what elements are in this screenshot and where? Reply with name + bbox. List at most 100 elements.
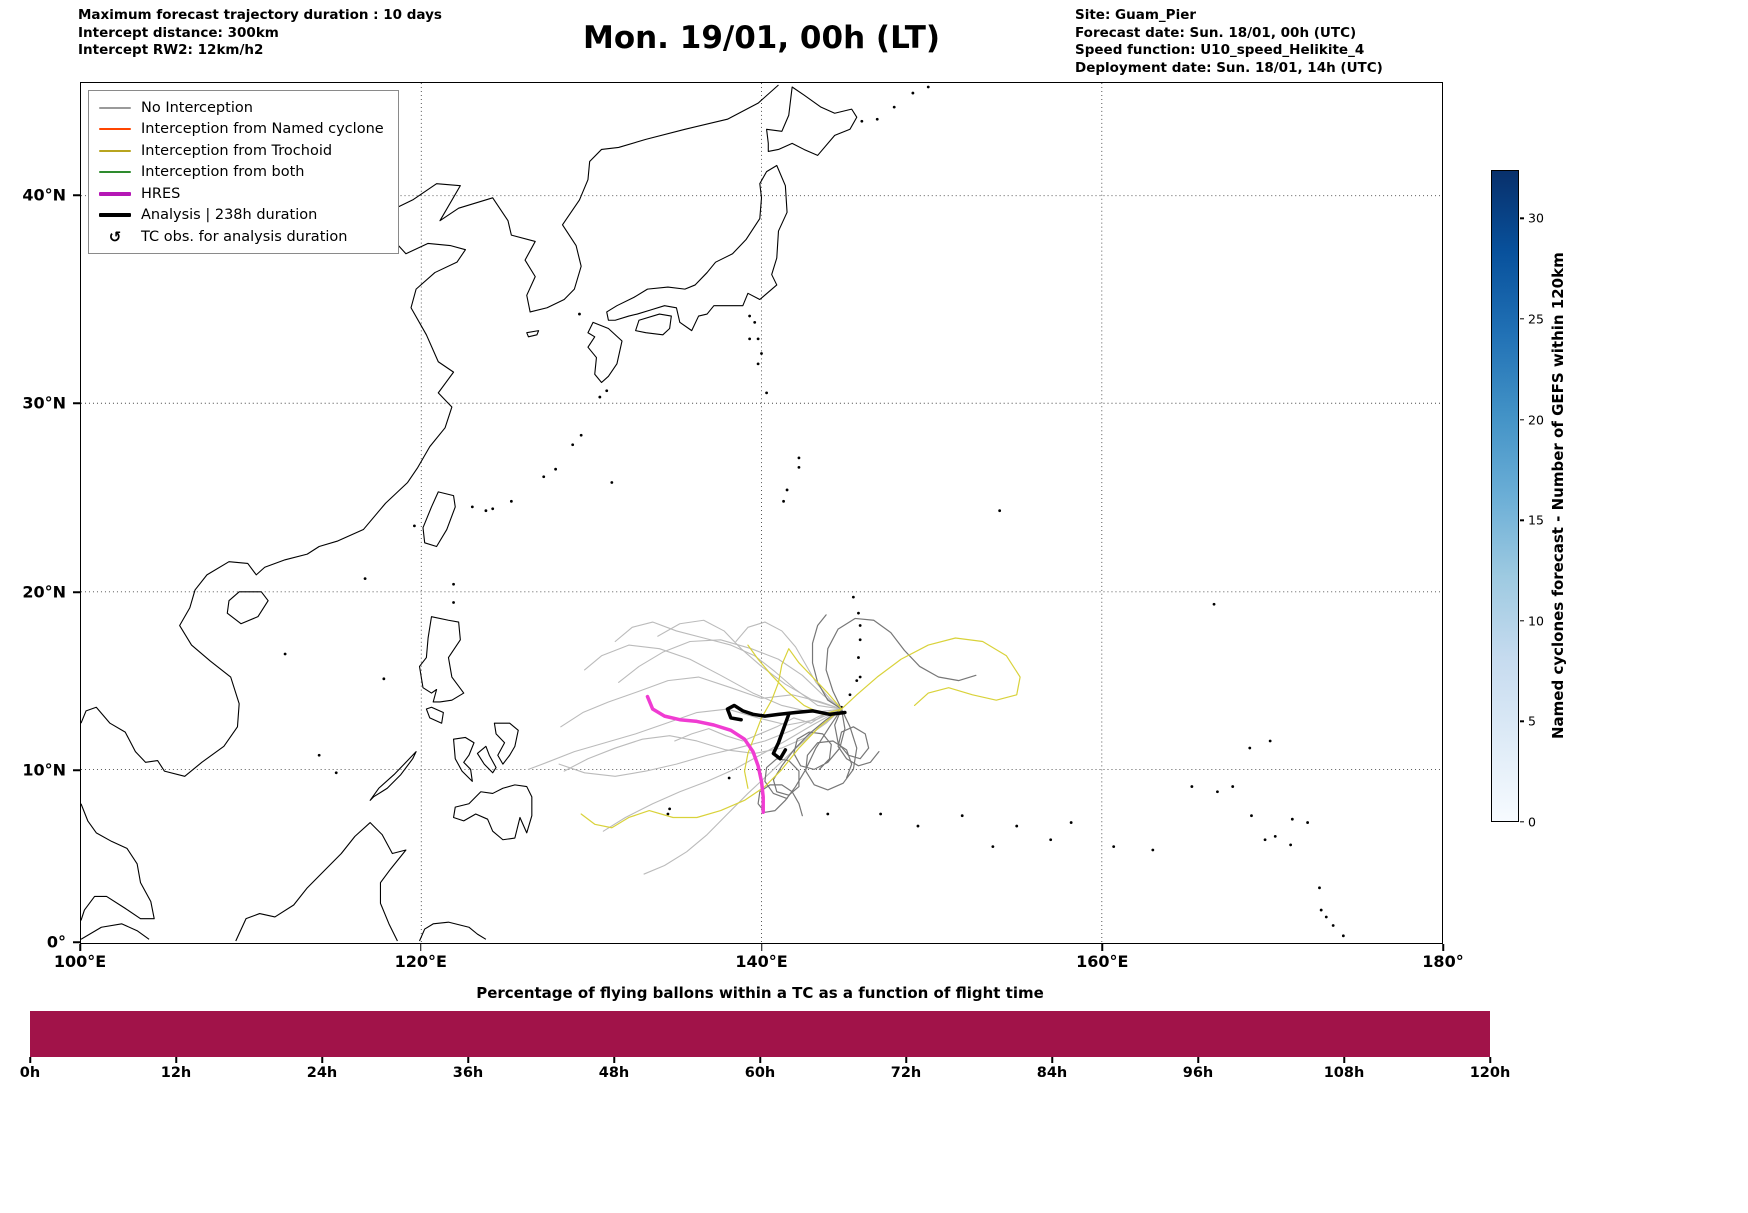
flight-time-bar <box>30 1011 1490 1057</box>
bottom-tick-label: 72h <box>890 1065 922 1081</box>
island-dots <box>283 85 1345 938</box>
legend-label: Analysis | 238h duration <box>141 207 318 223</box>
colorbar-tick-mark <box>1520 720 1524 723</box>
island-dot <box>748 337 752 341</box>
header-run-info: Site: Guam_Pier Forecast date: Sun. 18/0… <box>1075 7 1383 77</box>
island-dot <box>1319 908 1323 912</box>
coastline <box>422 491 456 548</box>
island-dot <box>1324 915 1328 919</box>
trajectory-no-interception <box>674 708 843 742</box>
island-dot <box>509 499 513 503</box>
trajectory-no-interception <box>825 617 977 710</box>
bottom-tick-mark <box>1489 1057 1491 1063</box>
y-tick-mark <box>73 941 80 943</box>
colorbar-tick-label: 15 <box>1528 512 1544 528</box>
island-dot <box>748 314 752 318</box>
legend-line-swatch <box>99 191 131 196</box>
island-dot <box>452 582 455 586</box>
legend-item: ↺ TC obs. for analysis duration <box>99 227 384 246</box>
legend-item: Interception from Named cyclone <box>99 121 384 138</box>
trajectory-map: No Interception Interception from Named c… <box>80 82 1443 944</box>
island-dot <box>991 845 995 849</box>
island-dot <box>765 391 768 395</box>
legend-label: Interception from both <box>141 164 305 180</box>
coastline <box>587 321 623 384</box>
island-dot <box>911 91 915 95</box>
x-tick-label: 120°E <box>394 952 447 971</box>
island-dot <box>1263 838 1267 842</box>
deployment-date-info: Deployment date: Sun. 18/01, 14h (UTC) <box>1075 59 1383 76</box>
island-dot <box>605 389 609 393</box>
legend-item: HRES <box>99 185 384 202</box>
legend-item: Interception from both <box>99 164 384 181</box>
island-dot <box>916 824 920 828</box>
island-dot <box>756 337 760 341</box>
legend-label: No Interception <box>141 99 253 116</box>
island-dot <box>756 362 760 366</box>
trajectory-no-interception <box>657 619 843 710</box>
coastline <box>526 330 540 338</box>
colorbar-tick-label: 10 <box>1528 613 1544 629</box>
colorbar-tick-label: 25 <box>1528 311 1544 327</box>
island-dot <box>785 488 789 492</box>
legend-label: TC obs. for analysis duration <box>141 228 348 245</box>
island-dot <box>860 119 864 123</box>
island-dot <box>413 524 416 528</box>
legend-item: Interception from Trochoid <box>99 142 384 159</box>
trajectory-no-interception <box>618 639 843 710</box>
legend-label: Interception from Trochoid <box>141 142 333 159</box>
colorbar-tick-label: 0 <box>1528 814 1536 830</box>
coastline <box>476 745 497 774</box>
coastline <box>81 803 155 921</box>
island-dot <box>1112 845 1116 849</box>
colorbar-tick-label: 5 <box>1528 713 1536 729</box>
trajectory-no-interception <box>793 708 846 771</box>
x-tick-mark <box>420 944 422 951</box>
legend-line-swatch <box>99 106 131 109</box>
island-dot <box>875 117 879 121</box>
trajectory-no-interception <box>834 708 880 767</box>
y-tick-mark <box>73 402 80 404</box>
island-dot <box>1289 843 1293 847</box>
y-tick-mark <box>73 769 80 771</box>
bottom-chart-title: Percentage of flying ballons within a TC… <box>476 984 1044 1002</box>
island-dot <box>571 443 575 447</box>
island-dot <box>753 320 757 324</box>
y-tick-mark <box>73 591 80 593</box>
coastline <box>606 164 788 332</box>
island-dot <box>542 475 546 479</box>
trajectory-analysis <box>725 703 847 722</box>
colorbar-gradient <box>1491 170 1519 822</box>
island-dot <box>317 753 321 757</box>
coastline <box>635 313 672 336</box>
legend-line-swatch <box>99 171 131 173</box>
speed-function-info: Speed function: U10_speed_Helikite_4 <box>1075 42 1365 58</box>
bottom-tick-mark <box>467 1057 469 1063</box>
island-dot <box>1306 821 1309 824</box>
y-axis-labels: 40°N 30°N 20°N 10°N 0° <box>6 0 74 1213</box>
bottom-tick-label: 108h <box>1323 1065 1365 1081</box>
tc-obs-symbol: ↺ <box>108 227 122 246</box>
site-info: Site: Guam_Pier <box>1075 7 1197 23</box>
island-dot <box>1049 838 1053 842</box>
island-dot <box>998 509 1002 513</box>
island-dot <box>452 601 455 604</box>
island-dot <box>1231 785 1235 788</box>
island-dot <box>1190 785 1194 788</box>
forecast-date-info: Forecast date: Sun. 18/01, 00h (UTC) <box>1075 24 1357 41</box>
bottom-tick-mark <box>905 1057 907 1063</box>
bottom-tick-label: 0h <box>19 1065 41 1081</box>
legend-item: Analysis | 238h duration <box>99 207 384 224</box>
bottom-tick-mark <box>321 1057 323 1063</box>
colorbar-ticks: 0 5 10 15 20 25 30 <box>1520 170 1560 830</box>
trajectory-no-interception <box>764 708 843 800</box>
param-intercept-distance: Intercept distance: 300km <box>78 24 279 41</box>
y-tick-label: 40°N <box>22 185 66 205</box>
island-dot <box>554 467 558 471</box>
island-dot <box>1069 821 1073 824</box>
bottom-tick-mark <box>175 1057 177 1063</box>
island-dot <box>283 652 287 656</box>
trajectory-no-interception <box>811 614 843 710</box>
coastline <box>226 591 269 625</box>
